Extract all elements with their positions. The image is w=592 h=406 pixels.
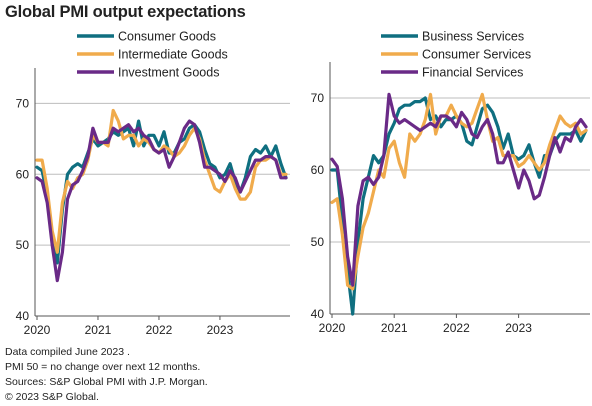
- footnote-data-compiled: Data compiled June 2023 .: [5, 346, 130, 358]
- x-tick-label: 2021: [381, 321, 408, 335]
- y-tick-label: 40: [16, 309, 30, 323]
- y-tick-label: 70: [16, 96, 30, 110]
- y-tick-label: 50: [16, 238, 30, 252]
- x-tick-label: 2020: [319, 321, 346, 335]
- legend-label-intermediate-goods: Intermediate Goods: [118, 48, 228, 62]
- x-tick-label: 2020: [24, 323, 51, 337]
- series-line-financial-services: [330, 92, 588, 287]
- footnote-sources: Sources: S&P Global PMI with J.P. Morgan…: [5, 376, 208, 388]
- footnotes: Data compiled June 2023 . PMI 50 = no ch…: [5, 345, 208, 405]
- legend-label-consumer-services: Consumer Services: [422, 48, 531, 62]
- y-tick-label: 50: [311, 235, 325, 249]
- y-tick-label: 60: [16, 167, 30, 181]
- footnote-pmi-definition: PMI 50 = no change over next 12 months.: [5, 361, 201, 373]
- footnote-copyright: © 2023 S&P Global.: [5, 391, 99, 403]
- legend-label-business-services: Business Services: [422, 30, 524, 44]
- y-tick-label: 60: [311, 163, 325, 177]
- series-line-investment-goods: [35, 119, 288, 283]
- legend-label-financial-services: Financial Services: [422, 66, 523, 80]
- x-tick-label: 2022: [443, 321, 470, 335]
- y-tick-label: 40: [311, 307, 325, 321]
- left-chart-panel: 40 50 60 70 2020 2021 2022 2023 Consumer Goods In…: [16, 30, 290, 337]
- y-tick-label: 70: [311, 91, 325, 105]
- x-tick-label: 2023: [207, 323, 234, 337]
- x-tick-label: 2021: [85, 323, 112, 337]
- x-tick-label: 2022: [146, 323, 173, 337]
- series-line-intermediate-goods: [35, 108, 288, 254]
- legend-label-consumer-goods: Consumer Goods: [118, 30, 216, 44]
- x-tick-label: 2023: [505, 321, 532, 335]
- right-chart-panel: 40 50 60 70 2020 2021 2022 2023 Business Service…: [311, 30, 590, 335]
- chart-title: Global PMI output expectations: [5, 3, 246, 21]
- legend-label-investment-goods: Investment Goods: [118, 66, 219, 80]
